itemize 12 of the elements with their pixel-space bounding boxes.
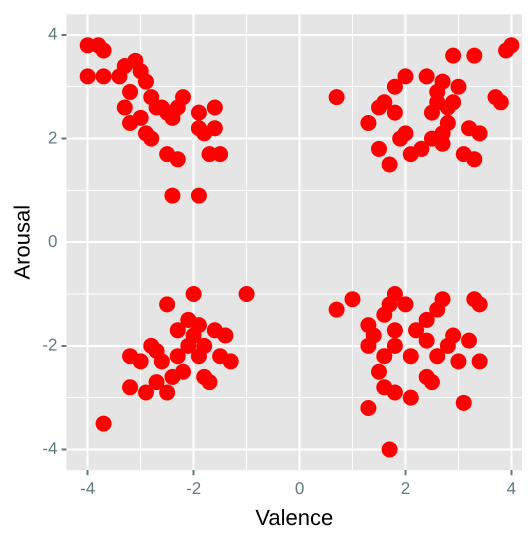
x-tick-label: -2 [186,479,202,498]
x-axis-title: Valence [255,504,334,530]
y-tick-label: 4 [48,24,58,44]
y-tick-label: -4 [42,439,58,458]
y-tick-label: -2 [42,336,58,355]
y-tick-label: 0 [48,232,58,251]
y-axis-title: Arousal [9,204,34,280]
x-tick-label: 2 [400,479,410,498]
x-tick-label: 0 [294,479,304,498]
x-tick-label: -4 [80,479,96,498]
y-tick-label: 2 [48,128,58,148]
x-tick-label: 4 [506,479,516,498]
